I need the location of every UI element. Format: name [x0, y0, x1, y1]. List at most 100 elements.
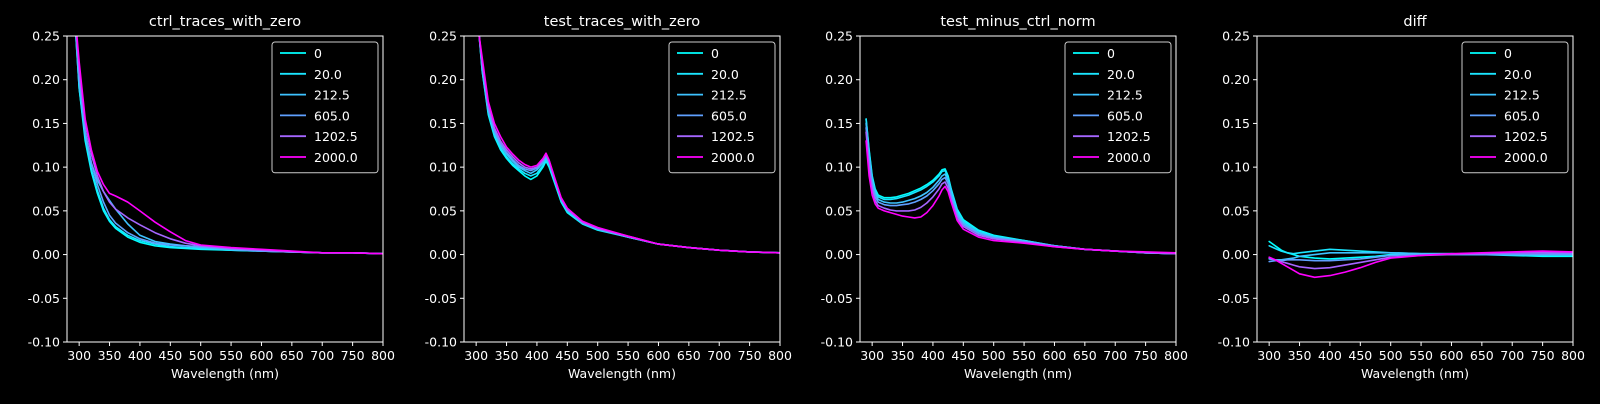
y-tick-label: -0.05: [425, 291, 457, 306]
x-tick-label: 600: [1043, 348, 1067, 363]
legend-entry: 0: [1504, 46, 1512, 61]
y-tick-label: 0.20: [429, 72, 457, 87]
series-line-4: [75, 36, 383, 255]
y-tick-label: -0.05: [28, 291, 60, 306]
y-tick-label: 0.05: [32, 203, 60, 218]
y-tick-label: 0.20: [1222, 72, 1250, 87]
y-tick-label: 0.05: [1222, 203, 1250, 218]
x-tick-label: 700: [707, 348, 731, 363]
y-tick-label: 0.00: [429, 247, 457, 262]
panel-title: test_minus_ctrl_norm: [940, 14, 1095, 30]
x-tick-label: 800: [1164, 348, 1188, 363]
x-tick-label: 350: [891, 348, 915, 363]
x-axis-label: Wavelength (nm): [568, 366, 676, 381]
x-tick-label: 400: [128, 348, 152, 363]
legend-entry: 605.0: [314, 108, 350, 123]
x-tick-label: 400: [1318, 348, 1342, 363]
x-axis-label: Wavelength (nm): [964, 366, 1072, 381]
legend-entry: 20.0: [1107, 67, 1135, 82]
y-tick-label: -0.10: [28, 335, 60, 350]
axes-frame: [1256, 35, 1574, 343]
legend-entry: 1202.5: [314, 129, 358, 144]
y-tick-label: 0.10: [32, 160, 60, 175]
series-line-5: [865, 140, 1176, 254]
panel-2: test_traces_with_zero 300 350 400 450 500 550 6…: [425, 14, 792, 381]
y-tick-label: 0.10: [429, 160, 457, 175]
legend-entry: 605.0: [711, 108, 747, 123]
legend-entry: 0: [1107, 46, 1115, 61]
y-tick-label: 0.25: [825, 29, 853, 44]
series-group: [1268, 240, 1573, 279]
x-tick-label: 450: [158, 348, 182, 363]
legend-entry: 605.0: [1504, 108, 1540, 123]
x-tick-label: 350: [98, 348, 122, 363]
panel-1: ctrl_traces_with_zero 300 350 400 450 500 550 6…: [28, 14, 395, 381]
series-group: [75, 36, 383, 255]
x-tick-label: 600: [1440, 348, 1464, 363]
series-line-5: [478, 36, 780, 254]
axes-frame: [463, 35, 781, 343]
x-tick-label: 650: [1470, 348, 1494, 363]
x-tick-label: 350: [495, 348, 519, 363]
legend: 0 20.0 212.5 605.0 1202.5 2000.0: [1064, 41, 1172, 174]
x-axis-label: Wavelength (nm): [1361, 366, 1469, 381]
y-tick-label: 0.20: [825, 72, 853, 87]
legend-entry: 0: [711, 46, 719, 61]
x-tick-label: 500: [586, 348, 610, 363]
y-tick-label: 0.25: [1222, 29, 1250, 44]
y-tick-label: 0.00: [32, 247, 60, 262]
series-line-0: [1268, 240, 1573, 260]
panel-4: diff 300 350 400 450 500 550 600 650 700 750 800 -0.…: [1218, 14, 1585, 381]
y-tick-label: 0.10: [1222, 160, 1250, 175]
y-tick-label: 0.05: [429, 203, 457, 218]
x-tick-label: 750: [1134, 348, 1158, 363]
legend-entry: 2000.0: [1107, 150, 1151, 165]
x-tick-label: 350: [1288, 348, 1312, 363]
x-tick-label: 300: [860, 348, 884, 363]
legend-entry: 212.5: [1107, 88, 1143, 103]
x-tick-label: 400: [525, 348, 549, 363]
series-line-4: [1268, 252, 1573, 270]
series-line-3: [1268, 253, 1573, 263]
panel-title: test_traces_with_zero: [544, 14, 701, 30]
x-tick-label: 300: [464, 348, 488, 363]
series-group: [865, 118, 1176, 255]
x-tick-label: 300: [67, 348, 91, 363]
series-line-5: [1268, 250, 1573, 279]
legend-entry: 1202.5: [711, 129, 755, 144]
panel-3: test_minus_ctrl_norm 300 350 400 450 500 550 60…: [821, 14, 1188, 381]
legend-entry: 2000.0: [1504, 150, 1548, 165]
x-tick-label: 450: [555, 348, 579, 363]
legend-entry: 20.0: [314, 67, 342, 82]
x-tick-label: 750: [341, 348, 365, 363]
legend-entry: 20.0: [711, 67, 739, 82]
y-tick-label: 0.00: [825, 247, 853, 262]
y-tick-label: 0.15: [825, 116, 853, 131]
x-tick-label: 550: [1409, 348, 1433, 363]
panel-title: ctrl_traces_with_zero: [149, 14, 301, 30]
x-tick-label: 800: [768, 348, 792, 363]
legend-entry: 212.5: [1504, 88, 1540, 103]
panel-title: diff: [1403, 14, 1427, 30]
y-tick-label: 0.20: [32, 72, 60, 87]
y-tick-label: 0.15: [32, 116, 60, 131]
y-tick-label: -0.05: [1218, 291, 1250, 306]
legend-entry: 605.0: [1107, 108, 1143, 123]
legend-entry: 1202.5: [1504, 129, 1548, 144]
axes-frame: [859, 35, 1177, 343]
legend-entry: 212.5: [711, 88, 747, 103]
x-tick-label: 450: [951, 348, 975, 363]
x-tick-label: 800: [371, 348, 395, 363]
x-tick-label: 700: [1103, 348, 1127, 363]
x-tick-label: 750: [1531, 348, 1555, 363]
y-tick-label: 0.15: [1222, 116, 1250, 131]
y-tick-label: 0.10: [825, 160, 853, 175]
x-tick-label: 700: [310, 348, 334, 363]
series-line-3: [865, 127, 1176, 255]
x-tick-label: 600: [647, 348, 671, 363]
y-tick-label: 0.25: [32, 29, 60, 44]
series-group: [478, 36, 780, 254]
x-tick-label: 300: [1257, 348, 1281, 363]
